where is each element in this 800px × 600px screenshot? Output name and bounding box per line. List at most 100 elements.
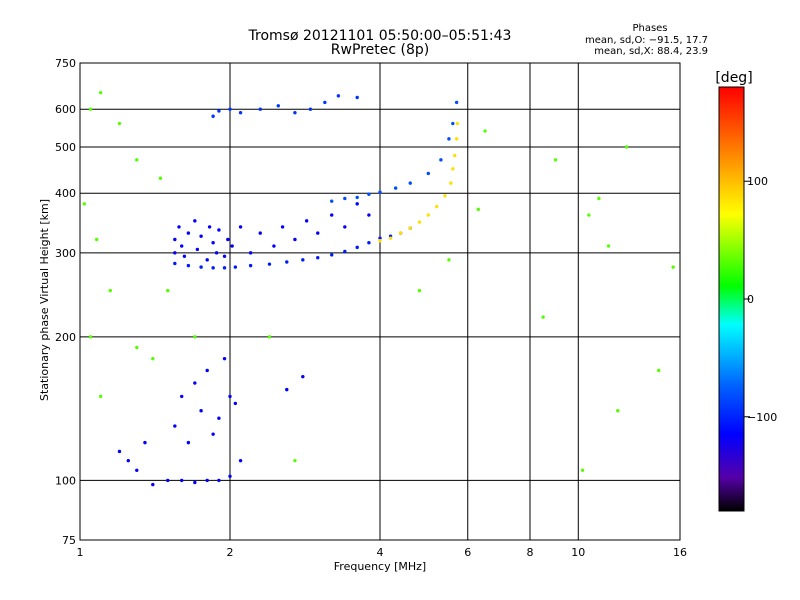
data-point [343,249,347,254]
colorbar-ticks: 100 0 −100 [744,175,777,424]
data-point [476,207,481,212]
data-point [217,478,221,483]
data-point [173,424,177,428]
data-point [228,107,232,111]
data-point [151,482,155,487]
data-point [180,244,184,248]
data-point [205,258,209,262]
data-point [367,241,371,245]
data-point [293,458,297,463]
data-point [449,181,453,185]
data-point [98,90,103,95]
data-point [426,171,430,176]
data-point [330,199,334,203]
data-point [417,220,422,224]
data-point [222,254,227,258]
data-point [355,195,359,200]
x-tick-label: 6 [464,546,471,559]
data-point [248,251,253,255]
data-point [439,158,443,162]
data-point [205,368,209,373]
data-point [193,219,197,223]
phase-stats-heading: Phases [632,23,667,34]
data-point [199,234,203,238]
data-point [177,225,181,229]
y-tick-label: 75 [62,534,76,547]
data-point [267,335,272,339]
data-point [182,254,187,258]
data-point [267,262,272,266]
data-point [343,225,347,229]
data-point [158,176,163,180]
data-point [228,474,232,479]
x-tick-label: 2 [227,546,234,559]
data-point [330,253,334,257]
data-point [541,315,545,319]
colorbar-tick-label: 100 [747,175,768,188]
data-point [308,107,313,111]
colorbar-tick-label: 0 [747,293,754,306]
data-point [135,468,139,472]
data-point [285,387,289,392]
data-point [606,244,611,248]
data-point [272,244,276,248]
phase-stats-o: mean, sd,O: −91.5, 17.7 [585,35,708,46]
data-point [186,231,191,235]
data-point [453,153,457,158]
data-point [88,107,93,111]
data-point [293,111,297,115]
y-tick-label: 500 [55,141,76,154]
y-axis-label: Stationary phase Virtual Height [km] [38,199,51,401]
data-point [230,244,234,248]
data-point [173,261,177,266]
data-point [447,258,451,262]
y-tick-label: 200 [55,331,76,344]
plot-grid [80,63,680,540]
data-point [258,231,262,235]
data-point [238,458,243,463]
data-point [580,468,585,472]
data-point [443,194,447,198]
data-point [378,190,382,194]
data-point [217,416,221,420]
data-point [301,258,305,262]
y-tick-label: 600 [55,103,76,116]
data-point [293,237,297,242]
data-point [173,237,177,242]
data-point [211,241,215,245]
x-tick-label: 1 [77,546,84,559]
data-point [355,95,359,100]
data-point [656,368,661,373]
data-point [228,394,232,399]
data-point [233,265,238,269]
y-tick-label: 750 [55,57,76,70]
data-point [393,186,398,190]
data-point [367,213,371,217]
data-point [451,167,455,171]
data-point [186,440,191,445]
data-point [616,409,620,413]
data-point [304,219,309,223]
data-point [117,449,122,454]
data-point [211,114,215,118]
data-point [316,231,320,235]
data-point [180,478,184,483]
data-point [435,204,439,209]
data-point [336,94,341,98]
data-point [88,335,93,339]
data-point [214,251,219,255]
data-point [330,213,334,217]
data-point [166,478,170,483]
data-point [343,196,347,201]
x-tick-label: 4 [377,546,384,559]
data-point [355,202,359,206]
data-point [316,256,320,260]
data-point [248,263,253,268]
data-point [553,158,558,162]
data-point [378,239,382,243]
data-point [587,213,591,217]
data-point [378,236,382,240]
data-point [217,109,221,113]
data-point [211,266,215,270]
